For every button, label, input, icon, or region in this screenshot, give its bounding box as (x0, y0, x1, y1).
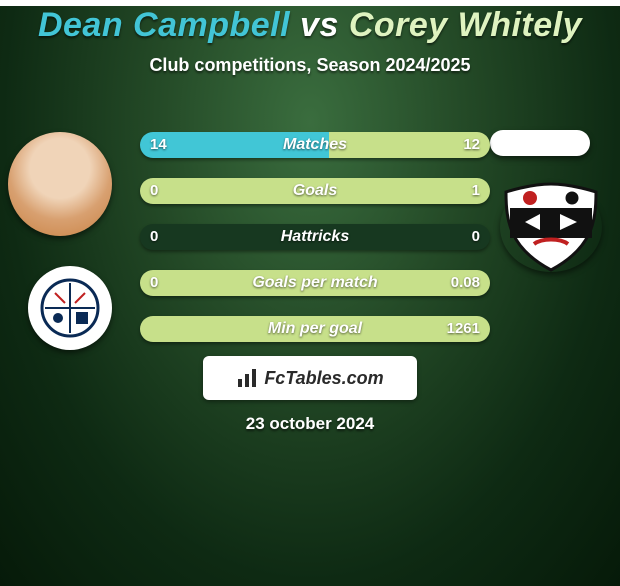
chart-icon (236, 367, 258, 389)
player-b-avatar (490, 130, 590, 156)
stat-value-b: 0 (472, 224, 480, 250)
stats-table: 14Matches120Goals10Hattricks00Goals per … (140, 132, 490, 362)
comparison-title: Dean Campbell vs Corey Whitely (0, 6, 620, 45)
stat-value-b: 1 (472, 178, 480, 204)
club-crest-icon (40, 278, 100, 338)
stat-label: Matches (140, 132, 490, 158)
stat-value-b: 0.08 (451, 270, 480, 296)
player-a-club-badge (28, 266, 112, 350)
branding-text: FcTables.com (264, 368, 383, 389)
title-connector: vs (300, 6, 339, 44)
player-a-name: Dean Campbell (38, 6, 290, 44)
player-b-club-badge (500, 182, 602, 272)
player-b-name: Corey Whitely (349, 6, 582, 44)
branding-badge: FcTables.com (203, 356, 417, 400)
stat-label: Min per goal (140, 316, 490, 342)
stat-label: Hattricks (140, 224, 490, 250)
date-label: 23 october 2024 (0, 414, 620, 434)
subtitle: Club competitions, Season 2024/2025 (0, 55, 620, 76)
stat-row: 0Hattricks0 (140, 224, 490, 250)
stat-label: Goals (140, 178, 490, 204)
stat-value-b: 12 (463, 132, 480, 158)
stat-row: 0Goals per match0.08 (140, 270, 490, 296)
stat-row: 0Goals1 (140, 178, 490, 204)
club-crest-icon (500, 182, 602, 272)
stat-row: Min per goal1261 (140, 316, 490, 342)
stat-row: 14Matches12 (140, 132, 490, 158)
stat-value-b: 1261 (447, 316, 480, 342)
player-a-avatar (8, 132, 112, 236)
stat-label: Goals per match (140, 270, 490, 296)
